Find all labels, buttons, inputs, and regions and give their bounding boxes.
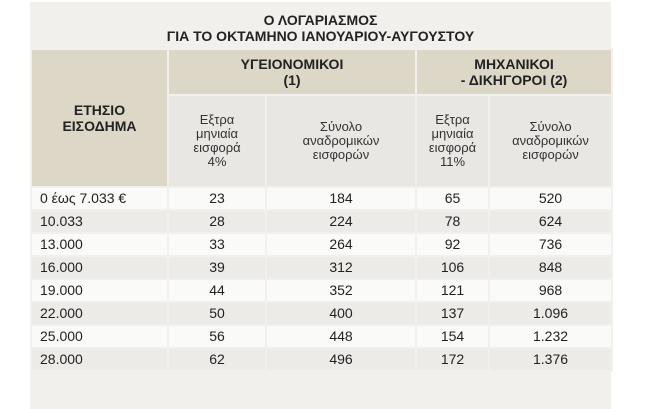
table-row: 28.000 62 496 172 1.376 — [30, 347, 614, 372]
health-total-cell: 184 — [264, 186, 418, 211]
table-row: 22.000 50 400 137 1.096 — [30, 301, 614, 326]
header-income-line-1: ΕΤΗΣΙΟ — [73, 102, 126, 118]
table-row: 0 έως 7.033 € 23 184 65 520 — [30, 186, 614, 211]
header-eng-extra: Εξτρα μηνιαία εισφορά 11% — [415, 94, 491, 188]
eng-extra-cell: 65 — [415, 186, 491, 211]
health-extra-cell: 39 — [167, 255, 267, 280]
income-cell: 16.000 — [30, 255, 169, 280]
income-cell: 10.033 — [30, 209, 169, 234]
title-line-1: Ο ΛΟΓΑΡΙΑΣΜΟΣ — [263, 12, 378, 28]
header-text: αναδρομικών — [302, 133, 380, 148]
health-extra-cell: 50 — [167, 301, 267, 326]
income-cell: 28.000 — [30, 347, 169, 372]
header-health-total: Σύνολο αναδρομικών εισφορών — [264, 94, 418, 188]
eng-extra-cell: 172 — [415, 347, 491, 372]
header-text: εισφορών — [522, 147, 579, 162]
header-text: μηνιαία — [195, 126, 239, 141]
table-panel: Ο ΛΟΓΑΡΙΑΣΜΟΣ ΓΙΑ ΤΟ ΟΚΤΑΜΗΝΟ ΙΑΝΟΥΑΡΙΟΥ… — [30, 2, 614, 409]
eng-extra-cell: 121 — [415, 278, 491, 303]
health-total-cell: 448 — [264, 324, 418, 349]
health-extra-cell: 56 — [167, 324, 267, 349]
header-text: εισφορά — [428, 140, 477, 155]
header-text: 11% — [439, 154, 466, 169]
table-row: 16.000 39 312 106 848 — [30, 255, 614, 280]
header-income-line-2: ΕΙΣΟΔΗΜΑ — [62, 118, 137, 134]
eng-extra-cell: 92 — [415, 232, 491, 257]
income-cell: 0 έως 7.033 € — [30, 186, 169, 211]
health-total-cell: 264 — [264, 232, 418, 257]
header-health-line-2: (1) — [283, 72, 301, 88]
eng-total-cell: 520 — [488, 186, 614, 211]
table-title: Ο ΛΟΓΑΡΙΑΣΜΟΣ ΓΙΑ ΤΟ ΟΚΤΑΜΗΝΟ ΙΑΝΟΥΑΡΙΟΥ… — [30, 12, 611, 44]
health-extra-cell: 23 — [167, 186, 267, 211]
header-annual-income: ΕΤΗΣΙΟ ΕΙΣΟΔΗΜΑ — [30, 48, 169, 188]
eng-total-cell: 624 — [488, 209, 614, 234]
health-extra-cell: 33 — [167, 232, 267, 257]
header-text: Εξτρα — [199, 112, 235, 127]
header-eng-line-2: - ΔΙΚΗΓΟΡΟΙ (2) — [460, 72, 568, 88]
income-cell: 25.000 — [30, 324, 169, 349]
header-text: εισφορά — [193, 140, 241, 155]
eng-extra-cell: 137 — [415, 301, 491, 326]
income-cell: 13.000 — [30, 232, 169, 257]
header-health-line-1: ΥΓΕΙΟΝΟΜΙΚΟΙ — [240, 56, 344, 72]
eng-total-cell: 1.376 — [488, 347, 614, 372]
income-cell: 22.000 — [30, 301, 169, 326]
eng-extra-cell: 106 — [415, 255, 491, 280]
header-text: Σύνολο — [529, 119, 572, 134]
eng-total-cell: 1.232 — [488, 324, 614, 349]
header-text: μηνιαία — [431, 126, 474, 141]
health-extra-cell: 44 — [167, 278, 267, 303]
contributions-table: ΕΤΗΣΙΟ ΕΙΣΟΔΗΜΑ ΥΓΕΙΟΝΟΜΙΚΟΙ (1) ΜΗΧΑΝΙΚ… — [30, 48, 614, 372]
health-total-cell: 400 — [264, 301, 418, 326]
health-total-cell: 496 — [264, 347, 418, 372]
eng-total-cell: 1.096 — [488, 301, 614, 326]
header-health-extra: Εξτρα μηνιαία εισφορά 4% — [167, 94, 267, 188]
eng-extra-cell: 78 — [415, 209, 491, 234]
table-row: 10.033 28 224 78 624 — [30, 209, 614, 234]
table-row: 13.000 33 264 92 736 — [30, 232, 614, 257]
income-cell: 19.000 — [30, 278, 169, 303]
eng-total-cell: 848 — [488, 255, 614, 280]
header-text: εισφορών — [312, 147, 370, 162]
health-total-cell: 224 — [264, 209, 418, 234]
eng-total-cell: 968 — [488, 278, 614, 303]
table-row: 25.000 56 448 154 1.232 — [30, 324, 614, 349]
header-row-groups: ΕΤΗΣΙΟ ΕΙΣΟΔΗΜΑ ΥΓΕΙΟΝΟΜΙΚΟΙ (1) ΜΗΧΑΝΙΚ… — [30, 48, 614, 188]
header-row-subcolumns: Εξτρα μηνιαία εισφορά 4% Σύνολο αναδρομι… — [31, 94, 614, 188]
table-row: 19.000 44 352 121 968 — [30, 278, 614, 303]
header-eng-line-1: ΜΗΧΑΝΙΚΟΙ — [474, 56, 554, 72]
header-text: 4% — [207, 154, 227, 169]
header-text: αναδρομικών — [512, 133, 589, 148]
eng-extra-cell: 154 — [415, 324, 491, 349]
health-extra-cell: 62 — [167, 347, 267, 372]
header-text: Εξτρα — [435, 112, 470, 127]
title-line-2: ΓΙΑ ΤΟ ΟΚΤΑΜΗΝΟ ΙΑΝΟΥΑΡΙΟΥ-ΑΥΓΟΥΣΤΟΥ — [166, 28, 475, 44]
health-total-cell: 312 — [264, 255, 418, 280]
health-extra-cell: 28 — [167, 209, 267, 234]
header-eng-total: Σύνολο αναδρομικών εισφορών — [488, 94, 614, 188]
header-engineers-lawyers: ΜΗΧΑΝΙΚΟΙ - ΔΙΚΗΓΟΡΟΙ (2) — [415, 48, 614, 96]
header-health-workers: ΥΓΕΙΟΝΟΜΙΚΟΙ (1) — [166, 48, 418, 96]
health-total-cell: 352 — [264, 278, 418, 303]
eng-total-cell: 736 — [488, 232, 614, 257]
header-text: Σύνολο — [319, 119, 363, 134]
